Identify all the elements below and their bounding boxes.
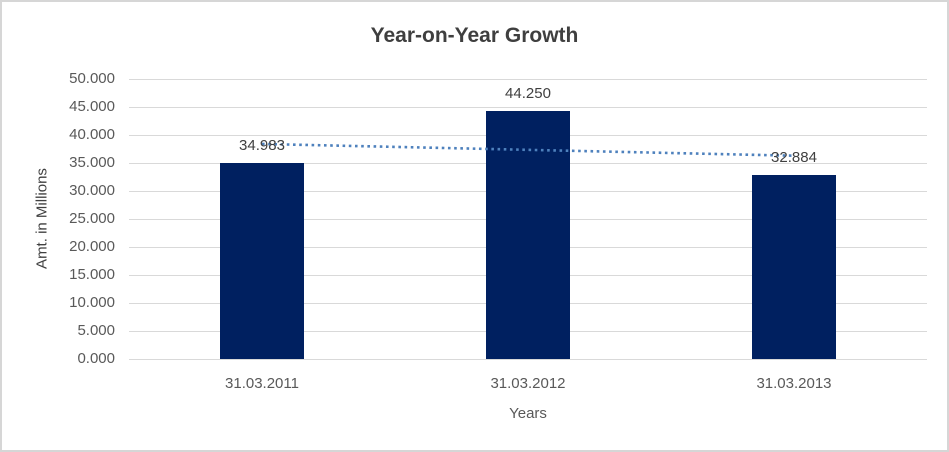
gridline (129, 78, 927, 80)
trendline-segment[interactable] (261, 142, 795, 158)
bar-31.03.2012[interactable] (486, 111, 570, 359)
y-tick-label: 50.000 (69, 70, 115, 87)
chart-title: Year-on-Year Growth (370, 24, 579, 47)
plot-area: 34.983 44.250 32.884 (129, 78, 927, 360)
y-tick-label: 25.000 (69, 210, 115, 227)
bar-31.03.2011[interactable] (220, 163, 304, 359)
y-tick-label: 15.000 (69, 266, 115, 283)
x-axis-tick-labels: 31.03.2011 31.03.2012 31.03.2013 (129, 359, 927, 419)
y-axis-tick-labels: 0.000 5.000 10.000 15.000 20.000 25.000 30.000… (2, 70, 115, 367)
y-tick-label: 35.000 (69, 154, 115, 171)
data-label: 32.884 (771, 148, 817, 166)
trendline[interactable] (129, 79, 927, 359)
gridline (129, 358, 927, 360)
y-tick-label: 30.000 (69, 182, 115, 199)
bar-31.03.2013[interactable] (752, 174, 836, 359)
data-label: 44.250 (505, 85, 551, 103)
y-tick-label: 10.000 (69, 294, 115, 311)
data-label: 34.983 (239, 137, 285, 155)
y-tick-label: 20.000 (69, 238, 115, 255)
y-tick-label: 5.000 (77, 322, 115, 339)
gridline (129, 106, 927, 108)
x-axis-title: Years (509, 405, 547, 422)
x-tick-label: 31.03.2011 (225, 375, 299, 392)
x-tick-label: 31.03.2013 (756, 375, 832, 392)
y-tick-label: 0.000 (77, 350, 115, 367)
y-tick-label: 40.000 (69, 126, 115, 143)
x-tick-label: 31.03.2012 (490, 375, 566, 392)
y-tick-label: 45.000 (69, 98, 115, 115)
